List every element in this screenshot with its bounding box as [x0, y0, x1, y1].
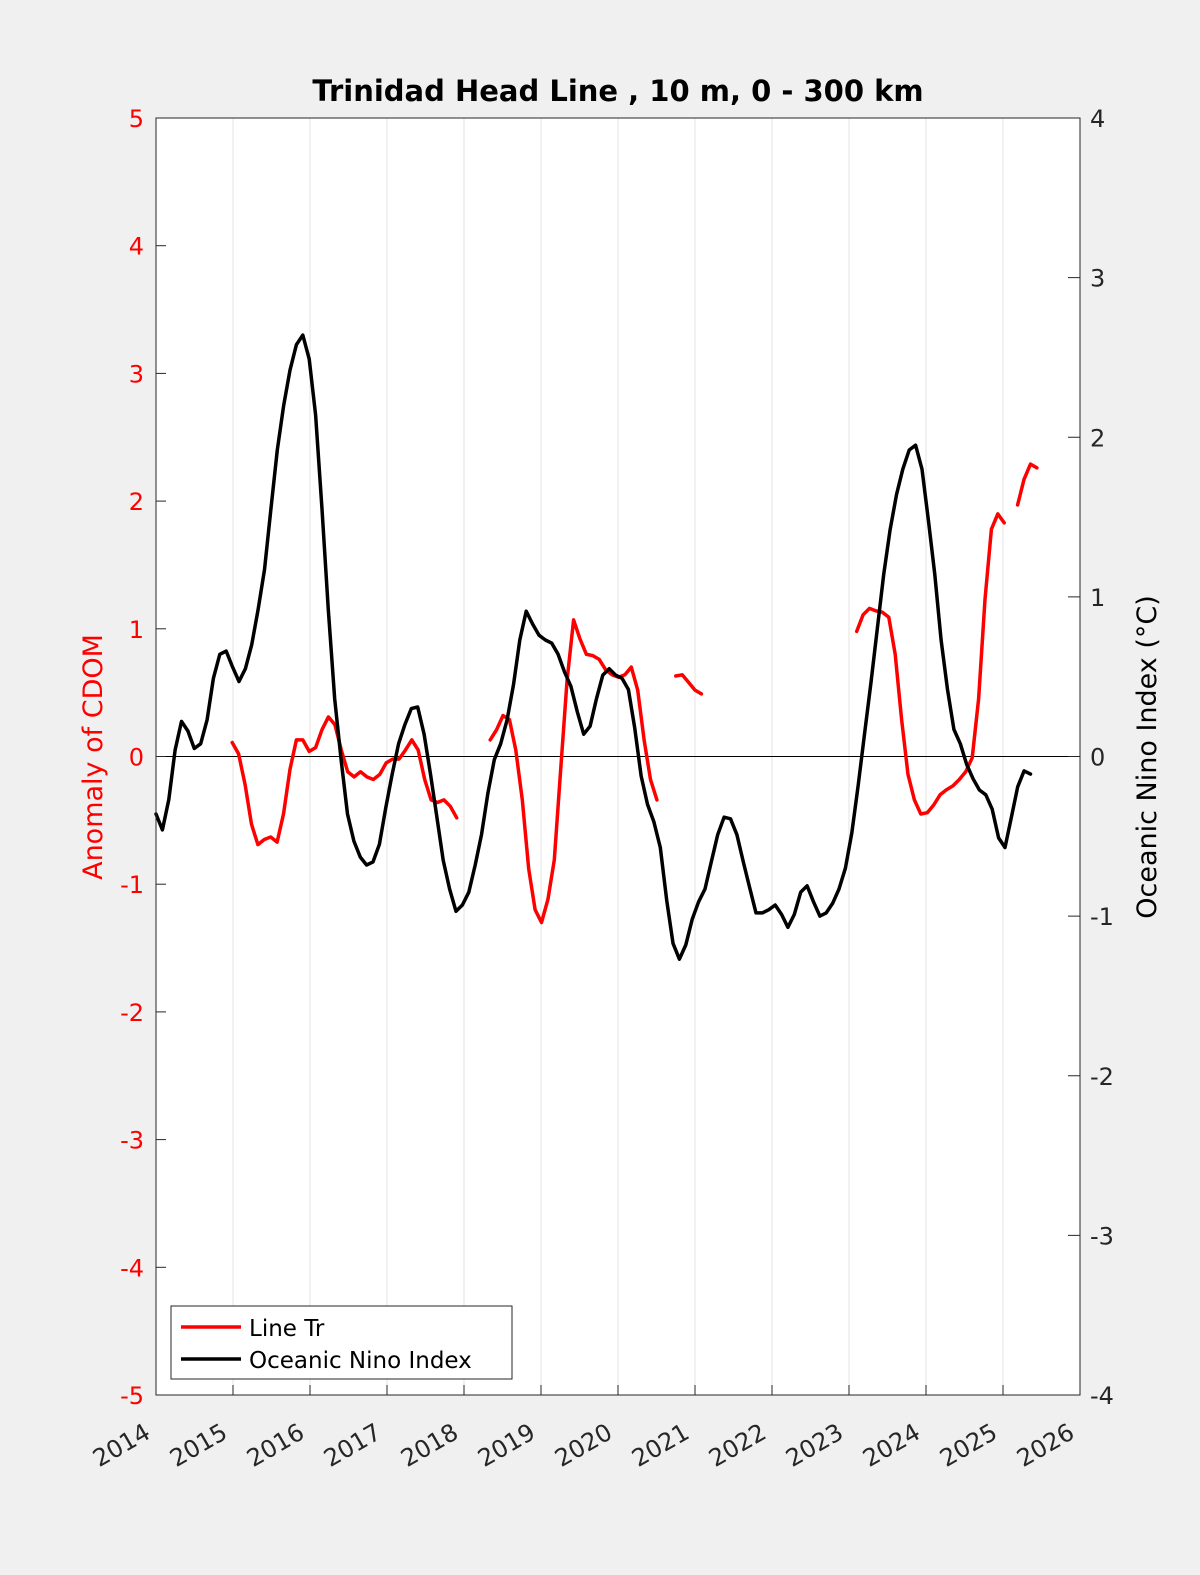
- x-tick-label: 2018: [396, 1418, 463, 1473]
- x-tick-label: 2014: [88, 1418, 155, 1473]
- y-right-tick-label: -3: [1090, 1222, 1114, 1250]
- y-right-tick-label: -2: [1090, 1063, 1114, 1091]
- x-tick-label: 2019: [473, 1418, 540, 1473]
- y-left-tick-label: 5: [129, 105, 144, 133]
- legend-label-line-tr: Line Tr: [249, 1316, 325, 1342]
- x-tick-label: 2016: [242, 1418, 309, 1473]
- y-left-tick-label: 4: [129, 233, 144, 261]
- y-left-tick-label: 2: [129, 488, 144, 516]
- x-tick-label: 2026: [1012, 1418, 1079, 1473]
- legend-label-oni: Oceanic Nino Index: [249, 1348, 472, 1374]
- x-tick-label: 2025: [935, 1418, 1002, 1473]
- legend-box: [170, 1305, 513, 1380]
- y-left-tick-label: -2: [120, 999, 144, 1027]
- cdom-anomaly-line: [230, 715, 459, 847]
- cdom-anomaly-line: [1015, 462, 1039, 507]
- cdom-anomaly-line: [854, 512, 1006, 816]
- x-tick-label: 2021: [627, 1418, 694, 1473]
- y-left-tick-label: -1: [120, 871, 144, 899]
- cdom-anomaly-line: [488, 618, 659, 925]
- y-left-tick-label: 1: [129, 616, 144, 644]
- y-left-tick-label: -5: [120, 1382, 144, 1410]
- y-axis-left-label: Anomaly of CDOM: [78, 634, 109, 880]
- y-left-tick-label: 3: [129, 360, 144, 388]
- x-tick-label: 2023: [781, 1418, 848, 1473]
- x-tick-label: 2022: [704, 1418, 771, 1473]
- x-tick-label: 2017: [319, 1418, 386, 1473]
- y-right-tick-label: 3: [1090, 265, 1105, 293]
- y-right-tick-label: -1: [1090, 903, 1114, 931]
- x-tick-label: 2024: [858, 1418, 925, 1473]
- y-right-tick-label: 0: [1090, 744, 1105, 772]
- y-right-tick-label: 1: [1090, 584, 1105, 612]
- y-left-tick-label: -4: [120, 1254, 144, 1282]
- y-right-tick-label: 2: [1090, 424, 1105, 452]
- legend: Line Tr Oceanic Nino Index: [170, 1305, 513, 1380]
- y-left-tick-label: -3: [120, 1127, 144, 1155]
- x-tick-label: 2020: [550, 1418, 617, 1473]
- y-right-tick-label: 4: [1090, 105, 1105, 133]
- y-axis-right-label: Oceanic Nino Index (°C): [1132, 595, 1163, 919]
- cdom-anomaly-line: [674, 673, 704, 696]
- y-right-tick-label: -4: [1090, 1382, 1114, 1410]
- x-tick-label: 2015: [165, 1418, 232, 1473]
- chart-title: Trinidad Head Line , 10 m, 0 - 300 km: [312, 74, 923, 108]
- oni-line: [154, 333, 1033, 961]
- y-left-tick-label: 0: [129, 744, 144, 772]
